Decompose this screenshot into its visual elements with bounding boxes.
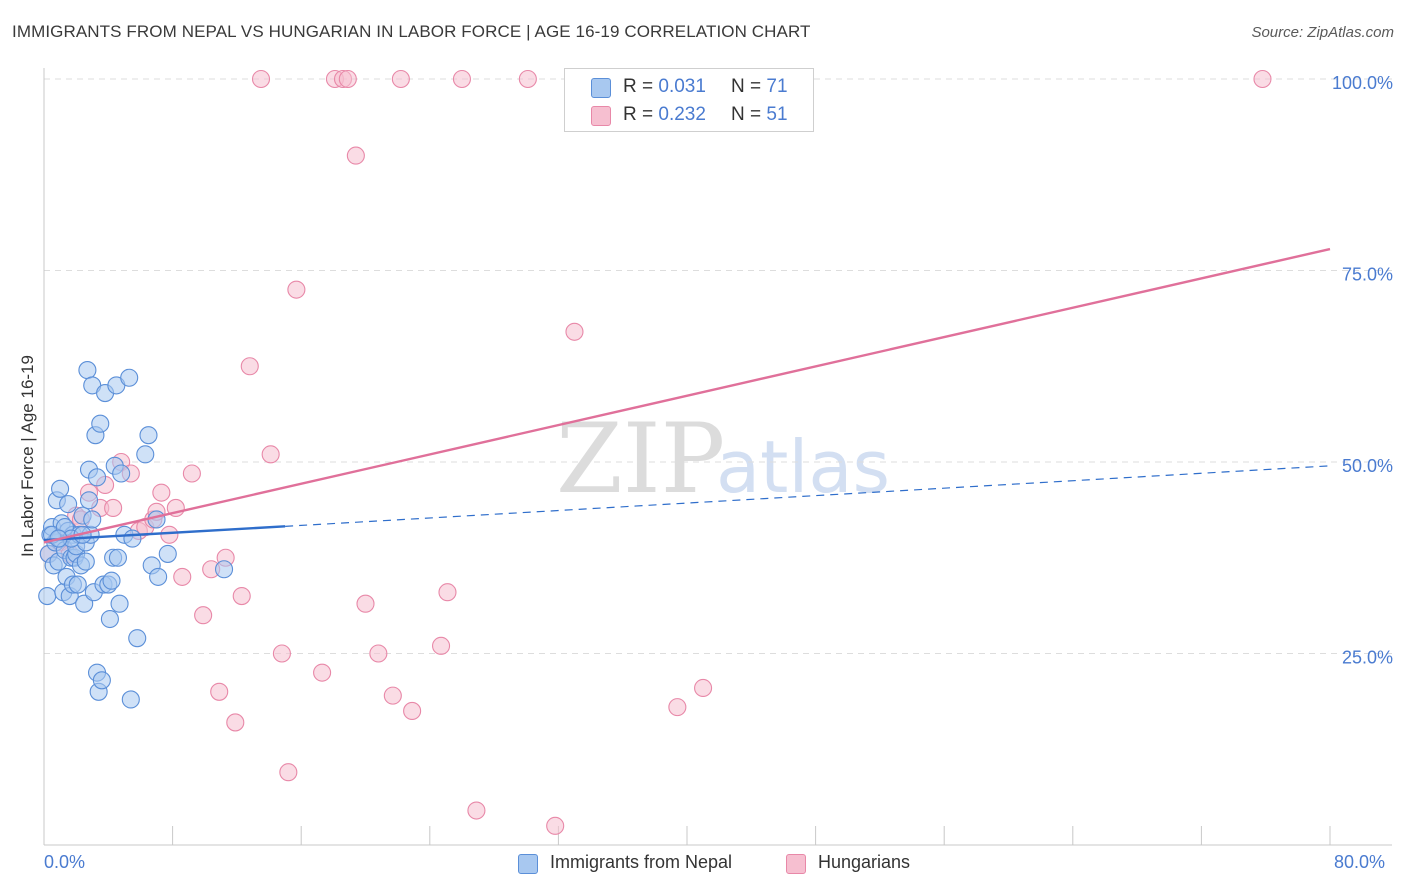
blue-point-31 [79, 491, 99, 510]
pink-point-50 [694, 678, 713, 698]
blue-point-53 [112, 464, 131, 483]
pink-point-26 [240, 357, 259, 376]
pink-point-49 [668, 698, 687, 717]
watermark: ZIP atlas [556, 403, 890, 515]
hungarians-r: R = 0.232 [623, 104, 706, 125]
pink-point-48 [565, 322, 584, 341]
pink-point-22 [210, 682, 229, 701]
pink-point-25 [232, 586, 251, 606]
x-tick-min: 0.0% [44, 852, 86, 872]
blue-point-62 [147, 510, 166, 529]
blue-point-0 [38, 586, 57, 606]
y-tick-label-0: 25.0% [1342, 648, 1393, 668]
blue-point-65 [214, 560, 234, 579]
blue-trend-solid [43, 525, 286, 542]
stats-legend: R = 0.031 N = 71 R = 0.232 N = 51 [564, 68, 814, 132]
y-tick-label-3: 100.0% [1332, 73, 1393, 93]
pink-point-41 [403, 701, 422, 721]
legend-hungarians-swatch [786, 854, 806, 874]
pink-point-51 [1253, 69, 1272, 89]
blue-point-9 [51, 479, 70, 498]
blue-point-60 [139, 426, 158, 445]
nepal-n: N = 71 [731, 76, 788, 97]
pink-point-20 [194, 606, 213, 625]
legend-hungarians-label: Hungarians [818, 852, 911, 872]
blue-point-55 [120, 368, 139, 387]
blue-point-34 [83, 510, 102, 529]
pink-point-15 [152, 483, 171, 502]
source-credit: Source: ZipAtlas.com [1251, 24, 1394, 41]
pink-point-43 [438, 583, 457, 602]
pink-point-19 [182, 464, 201, 483]
trend-lines [43, 247, 1331, 544]
pink-point-16 [160, 525, 179, 544]
blue-point-15 [59, 495, 78, 514]
watermark-atlas: atlas [716, 425, 890, 509]
nepal-r: R = 0.031 [623, 76, 706, 97]
axes [43, 68, 1392, 846]
pink-point-47 [546, 816, 565, 835]
blue-point-41 [91, 414, 110, 433]
pink-point-35 [338, 69, 357, 89]
y-tick-label-2: 75.0% [1342, 265, 1393, 285]
blue-point-58 [128, 629, 147, 648]
pink-point-42 [432, 636, 451, 655]
pink-point-36 [346, 146, 365, 165]
pink-point-18 [173, 567, 192, 586]
pink-point-29 [272, 644, 291, 663]
legend-nepal-swatch [518, 854, 538, 874]
pink-point-45 [467, 801, 486, 820]
pink-point-32 [313, 663, 332, 682]
blue-point-52 [110, 594, 129, 613]
blue-point-59 [136, 445, 155, 464]
blue-point-42 [92, 671, 111, 690]
x-tick-max: 80.0% [1334, 852, 1386, 872]
pink-point-30 [279, 763, 298, 782]
pink-point-46 [518, 69, 537, 89]
blue-point-47 [102, 571, 121, 590]
legend-nepal-label: Immigrants from Nepal [550, 852, 733, 872]
hungarians-n: N = 51 [731, 104, 788, 125]
pink-point-24 [226, 713, 245, 732]
pink-point-28 [261, 445, 280, 464]
y-tick-labels: 25.0% 50.0% 75.0% 100.0% [1332, 73, 1393, 668]
blue-point-23 [68, 575, 87, 594]
blue-point-46 [100, 609, 119, 629]
pink-trend-solid [43, 247, 1331, 544]
blue-point-28 [76, 552, 95, 571]
hungarians-swatch [591, 106, 611, 126]
y-tick-label-1: 50.0% [1342, 456, 1393, 476]
pink-point-8 [104, 498, 123, 518]
nepal-swatch [591, 78, 611, 98]
blue-point-64 [158, 544, 177, 563]
pink-point-40 [391, 69, 410, 89]
blue-point-57 [123, 529, 142, 548]
blue-point-56 [121, 690, 140, 709]
blue-point-38 [87, 468, 107, 487]
blue-point-63 [149, 567, 168, 586]
pink-point-38 [369, 644, 388, 663]
blue-point-30 [78, 361, 97, 380]
pink-point-44 [452, 69, 472, 89]
pink-point-31 [287, 280, 306, 299]
blue-trend-dashed [285, 465, 1331, 527]
pink-point-37 [356, 594, 375, 613]
chart-title: IMMIGRANTS FROM NEPAL VS HUNGARIAN IN LA… [12, 22, 811, 41]
watermark-zip: ZIP [556, 403, 725, 515]
pink-point-27 [251, 69, 271, 89]
pink-point-39 [383, 686, 402, 705]
blue-point-51 [108, 548, 127, 567]
